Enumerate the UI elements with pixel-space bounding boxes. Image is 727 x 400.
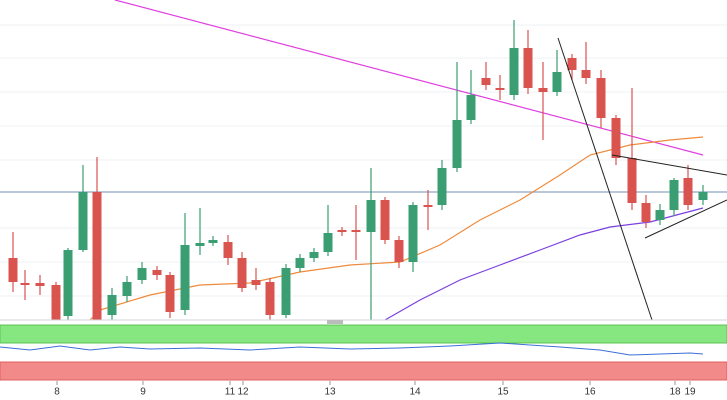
- candle-body: [107, 295, 117, 315]
- x-tick-label: 14: [409, 387, 421, 398]
- background-grid: [0, 24, 727, 297]
- indicator-zone-upper: [0, 324, 727, 344]
- candle-body: [265, 282, 275, 315]
- x-tick-label: 19: [684, 387, 696, 398]
- indicator-zone-lower: [0, 361, 727, 381]
- candle-body: [337, 230, 347, 232]
- candle-body: [538, 88, 548, 92]
- candle-body: [195, 243, 205, 246]
- candle-body: [63, 250, 73, 316]
- moving-average-mid: [384, 207, 704, 321]
- trendline: [557, 37, 653, 321]
- candle-body: [452, 120, 462, 168]
- candle-body: [92, 192, 102, 320]
- candle-body: [523, 48, 533, 88]
- trendlines: [557, 37, 727, 321]
- candle-body: [509, 48, 519, 95]
- candle-body: [423, 205, 433, 207]
- candle-body: [394, 240, 404, 262]
- candle-body: [408, 205, 418, 262]
- candle-body: [481, 78, 491, 85]
- candle-body: [466, 95, 476, 120]
- candle-body: [281, 268, 291, 315]
- candle-body: [351, 230, 361, 232]
- x-tick-label: 16: [584, 387, 596, 398]
- x-tick-label: 18: [669, 387, 681, 398]
- x-tick-label: 12: [237, 387, 249, 398]
- candle-body: [627, 158, 637, 203]
- resize-handle[interactable]: [327, 320, 343, 324]
- candle-body: [251, 280, 261, 285]
- candle-body: [380, 200, 390, 240]
- candle-body: [223, 242, 233, 258]
- candle-body: [366, 200, 376, 232]
- x-axis: 8 9 11 12 13 14 15 16 18 19: [54, 381, 696, 398]
- candle-body: [641, 203, 651, 222]
- candle-body: [683, 178, 693, 205]
- candle-body: [596, 78, 606, 118]
- candle-body: [295, 258, 305, 268]
- candle-body: [323, 233, 333, 252]
- x-tick-label: 11: [225, 387, 236, 398]
- candle-body: [567, 58, 577, 70]
- candle-body: [152, 270, 162, 275]
- trendline: [644, 199, 727, 239]
- x-tick-label: 13: [324, 387, 336, 398]
- candle-body: [698, 192, 708, 200]
- x-tick-label: 15: [497, 387, 509, 398]
- candle-body: [165, 275, 175, 312]
- x-tick-label: 9: [140, 387, 146, 398]
- candle-body: [137, 268, 147, 280]
- candle-body: [611, 118, 621, 158]
- candle-body: [495, 88, 505, 90]
- candle-body: [51, 285, 61, 320]
- candle-body: [8, 258, 18, 282]
- candle-body: [581, 70, 591, 78]
- candles: [8, 20, 708, 320]
- candle-body: [309, 252, 319, 258]
- candle-body: [20, 283, 30, 285]
- candle-body: [35, 283, 45, 286]
- candle-body: [669, 180, 679, 210]
- moving-average-short: [89, 136, 704, 321]
- moving-average-long: [114, 0, 704, 156]
- candle-body: [655, 210, 665, 220]
- trendline: [611, 154, 727, 176]
- candle-body: [552, 72, 562, 92]
- candle-body: [78, 192, 88, 250]
- candle-body: [122, 282, 132, 296]
- oscillator-line: [0, 342, 704, 356]
- x-tick-label: 8: [54, 387, 60, 398]
- candle-body: [208, 240, 218, 243]
- candle-body: [237, 258, 247, 288]
- candle-body: [437, 168, 447, 205]
- candle-body: [180, 245, 190, 310]
